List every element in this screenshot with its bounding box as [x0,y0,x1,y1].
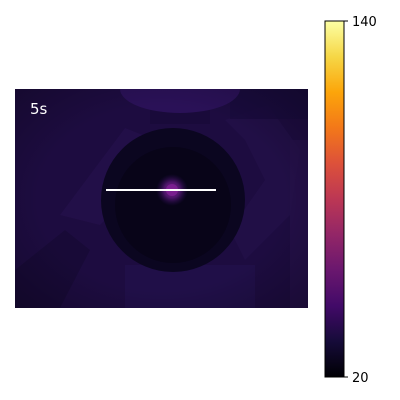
colorbar-frame [324,20,345,378]
colorbar-ticks: 140 20 [344,15,377,386]
colorbar: 140 20 [324,15,377,386]
time-label: 5s [30,100,48,118]
image-vignette [15,89,308,308]
colorbar-gradient [325,21,344,377]
colorbar-tick-label: 140 [352,15,377,30]
colorbar-tick-label: 20 [352,371,369,386]
thermal-image [15,89,308,308]
